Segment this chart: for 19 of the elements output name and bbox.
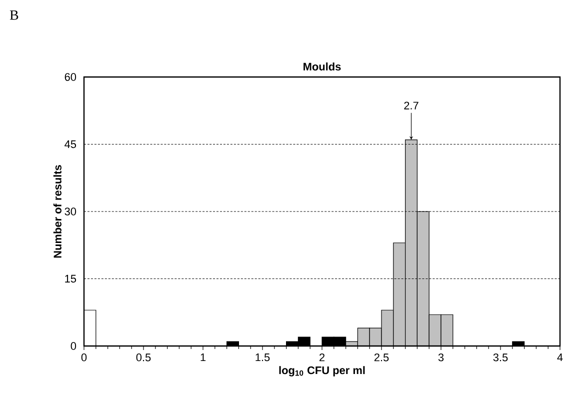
y-tick-label: 45 xyxy=(64,140,76,148)
x-tick-label: 3 xyxy=(438,354,444,362)
y-tick-label: 15 xyxy=(65,274,76,283)
x-axis-title: log$_{10}$ CFU per ml xyxy=(279,366,365,376)
x-tick-label: 3.5 xyxy=(493,354,508,362)
x-tick-label: 4 xyxy=(557,354,563,362)
x-tick-label: 0 xyxy=(81,354,87,362)
y-tick-label: 0 xyxy=(70,342,76,350)
x-tick-label: 2.5 xyxy=(374,354,389,362)
x-tick-label: 2 xyxy=(320,354,324,362)
x-tick-label: 0.5 xyxy=(136,354,151,362)
x-tick-label: 1.5 xyxy=(256,354,270,362)
y-tick-label: 60 xyxy=(64,73,76,81)
y-tick-label: 30 xyxy=(64,208,76,216)
y-axis-title: Number of results xyxy=(53,165,62,258)
x-tick-label: 1 xyxy=(200,354,206,362)
chart-title: Moulds xyxy=(304,62,341,70)
annotation: 2.7 xyxy=(404,102,418,110)
text: B xyxy=(10,10,18,20)
